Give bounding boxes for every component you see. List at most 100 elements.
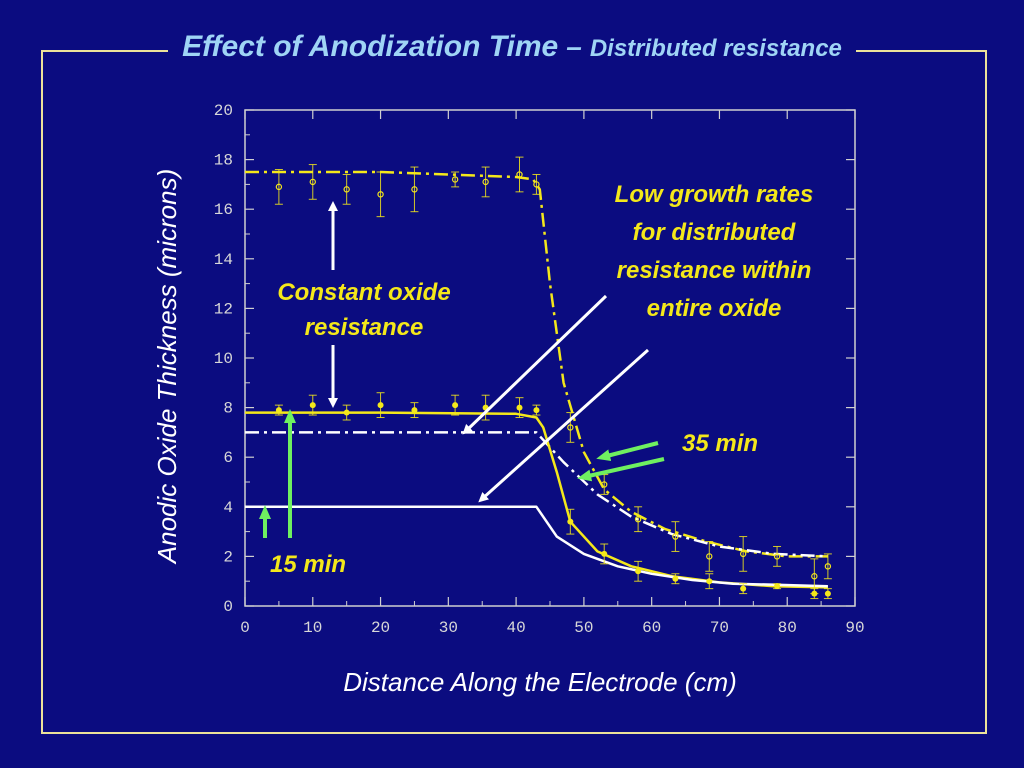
marker-filled-circle [275,407,282,414]
marker-open-circle [811,573,818,580]
data-point [451,394,460,416]
annotation-constant-line2: resistance [305,314,424,341]
data-point [600,474,609,495]
marker-filled-circle [811,590,818,597]
data-point [308,164,317,200]
title-sub: Distributed resistance [589,35,842,62]
data-point [532,173,541,195]
annotation-constant-line1: Constant oxide [277,279,450,306]
y-tick-label: 10 [214,350,233,368]
marker-filled-circle [740,585,747,592]
x-tick-label: 50 [574,619,593,637]
marker-open-circle [275,183,283,191]
marker-open-circle [601,481,608,488]
data-point [739,583,748,595]
y-tick-label: 4 [223,499,233,517]
data-point [566,412,575,443]
data-point [739,536,748,572]
marker-filled-circle [309,402,316,409]
data-point [532,404,541,416]
marker-filled-circle [452,402,459,409]
marker-open-circle [533,181,540,188]
marker-filled-circle [516,404,523,411]
x-tick-label: 40 [507,619,526,637]
annotation-low-line3: resistance within [617,257,812,284]
marker-filled-circle [411,407,418,414]
data-point [634,560,643,582]
marker-open-circle [411,186,418,193]
data-point [705,573,714,590]
data-point [823,553,832,580]
plot-axes: 0 10 20 30 40 50 60 70 80 90 0 2 4 6 8 10 12 14 16 18 20 [214,102,865,637]
marker-filled-circle [824,590,831,597]
marker-filled-circle [672,575,679,582]
data-point [671,573,680,585]
annotation-low-line2: for distributed [633,219,797,246]
marker-open-circle [309,178,316,186]
marker-open-circle [824,563,832,570]
annotation-low-line4: entire oxide [647,295,782,322]
data-point [773,545,782,567]
green-arrow-35min-lower [577,457,665,482]
data-point [376,171,385,218]
y-tick-label: 8 [223,400,233,418]
data-point [410,402,419,419]
marker-filled-circle [601,550,608,557]
marker-open-circle [516,171,523,178]
data-point [600,543,609,565]
y-tick-label: 20 [214,102,233,120]
marker-open-circle [773,553,781,560]
title-main: Effect of Anodization Time [182,30,559,63]
marker-open-circle [343,186,350,193]
data-point [515,397,524,419]
data-point [274,169,283,205]
data-point [274,404,283,416]
green-arrow-35min-upper [596,441,659,462]
marker-filled-circle [567,518,574,525]
data-point [308,394,317,416]
y-tick-label: 18 [214,152,233,170]
data-points [274,156,832,600]
annotation-low-line1: Low growth rates [615,181,814,208]
x-tick-label: 30 [439,619,458,637]
arrow-to-white-solid [478,348,650,503]
x-tick-label: 80 [778,619,797,637]
annotation-35min: 35 min [682,430,758,457]
marker-filled-circle [377,402,384,409]
x-tick-label: 10 [303,619,322,637]
data-point [410,166,419,213]
y-tick-label: 6 [223,449,233,467]
data-point [705,541,714,572]
data-point [671,521,680,552]
y-tick-label: 16 [214,201,233,219]
data-point [342,173,351,205]
data-point [773,583,782,590]
x-tick-label: 0 [240,619,250,637]
x-tick-label: 60 [642,619,661,637]
marker-open-circle [739,550,747,558]
marker-filled-circle [635,568,642,575]
y-tick-label: 12 [214,300,233,318]
y-axis-label: Anodic Oxide Thickness (microns) [152,169,182,565]
x-tick-label: 70 [710,619,729,637]
title-dash: – [566,31,582,62]
data-point [566,508,575,535]
marker-open-circle [451,176,459,183]
marker-filled-circle [533,407,540,414]
x-tick-label: 90 [845,619,864,637]
data-point [634,506,643,533]
marker-filled-circle [774,583,781,590]
x-tick-label: 20 [371,619,390,637]
marker-open-circle [567,424,574,431]
marker-open-circle [634,516,642,523]
marker-open-circle [482,178,489,186]
marker-filled-circle [343,409,350,416]
y-tick-label: 2 [223,548,233,566]
data-point [823,588,832,600]
x-axis-label: Distance Along the Electrode (cm) [343,667,737,697]
data-point [451,171,460,188]
data-point [342,404,351,421]
annotation-15min: 15 min [270,551,346,578]
marker-open-circle [706,553,713,560]
